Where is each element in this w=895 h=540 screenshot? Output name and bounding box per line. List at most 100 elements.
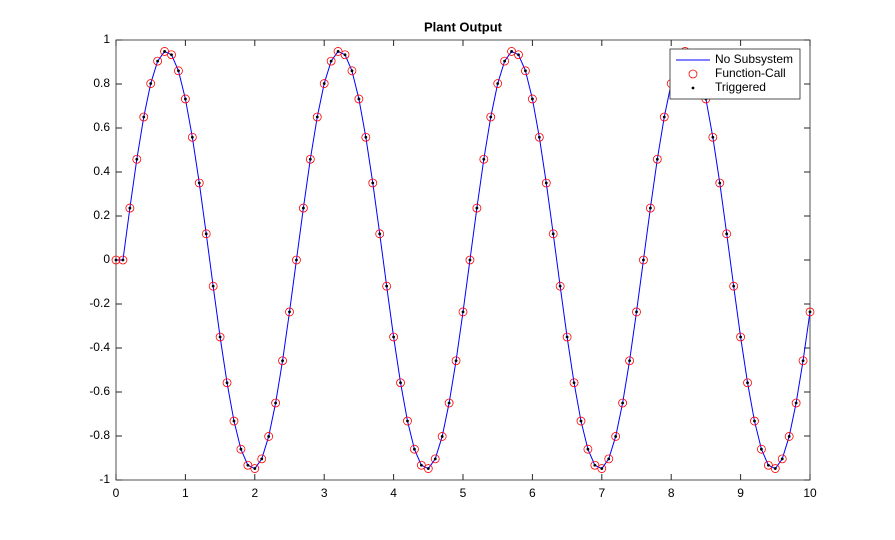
y-tick-label: -0.6: [89, 384, 110, 398]
circle-marker: [458, 307, 468, 317]
circle-marker: [555, 281, 565, 291]
circle-marker: [777, 454, 787, 464]
dot-marker: [447, 401, 451, 405]
circle-marker: [201, 229, 211, 239]
circle-marker: [708, 132, 718, 142]
circle-marker: [222, 378, 232, 388]
dot-marker: [114, 258, 118, 262]
circle-marker: [410, 444, 419, 454]
circle-marker: [729, 281, 739, 291]
y-tick-label: -0.4: [89, 340, 110, 354]
dot-marker: [746, 381, 749, 385]
dot-marker: [537, 135, 541, 139]
dot-marker: [413, 447, 416, 451]
dot-marker: [225, 381, 229, 385]
circle-marker: [333, 47, 343, 56]
dot-marker: [496, 82, 500, 85]
dot-marker: [364, 135, 368, 139]
circle-marker: [305, 154, 315, 164]
x-tick-label: 10: [803, 486, 817, 500]
dot-marker: [780, 457, 784, 461]
dot-marker: [621, 401, 625, 405]
dot-marker: [510, 50, 513, 53]
dot-marker: [135, 157, 139, 161]
circle-marker: [451, 356, 461, 366]
x-tick-label: 9: [737, 486, 744, 500]
circle-marker: [340, 50, 350, 60]
dot-marker: [440, 435, 444, 438]
circle-marker: [486, 112, 496, 122]
circle-marker: [118, 255, 128, 265]
dot-marker: [607, 457, 611, 461]
circle-marker: [652, 154, 662, 164]
circle-marker: [528, 94, 537, 104]
circle-marker: [715, 178, 725, 188]
circle-marker: [312, 112, 322, 122]
dot-marker: [336, 50, 340, 53]
x-tick-label: 2: [251, 486, 258, 500]
x-tick-label: 3: [321, 486, 328, 500]
dot-marker: [531, 97, 534, 101]
dot-marker: [308, 157, 312, 161]
x-tick-label: 7: [598, 486, 605, 500]
circle-marker: [569, 378, 579, 388]
circle-marker: [292, 255, 301, 265]
legend-marker: [691, 86, 695, 90]
dot-marker: [128, 206, 132, 210]
dot-marker: [579, 419, 583, 423]
dot-marker: [170, 53, 173, 57]
dot-marker: [572, 381, 576, 385]
dot-marker: [378, 232, 382, 236]
circle-marker: [645, 203, 655, 213]
circle-marker: [403, 416, 412, 426]
x-tick-label: 6: [529, 486, 536, 500]
dot-marker: [766, 463, 770, 467]
circle-marker: [194, 178, 204, 188]
dot-marker: [267, 435, 271, 438]
dot-marker: [433, 457, 437, 461]
circle-marker: [361, 132, 371, 142]
dot-marker: [628, 359, 631, 363]
circle-marker: [507, 47, 516, 56]
dot-marker: [808, 310, 812, 314]
circle-marker: [257, 454, 267, 464]
circle-marker: [153, 56, 163, 66]
dot-marker: [565, 335, 569, 339]
circle-marker: [264, 432, 274, 441]
circle-marker: [111, 255, 121, 265]
dot-marker: [648, 206, 652, 210]
circle-marker: [611, 432, 621, 441]
circle-marker: [514, 50, 523, 60]
plot-area: [115, 39, 811, 481]
circle-marker: [618, 398, 628, 408]
circle-marker: [326, 56, 336, 66]
circle-marker: [132, 154, 142, 164]
y-tick-label: 0.4: [93, 164, 110, 178]
dot-marker: [281, 359, 284, 363]
dot-marker: [544, 181, 548, 185]
circle-marker: [430, 454, 440, 464]
circle-marker: [770, 464, 780, 473]
dot-marker: [489, 115, 493, 119]
circle-marker: [250, 464, 260, 473]
circle-marker: [243, 460, 253, 470]
circle-marker: [444, 398, 454, 408]
dot-marker: [662, 115, 666, 119]
dot-marker: [419, 463, 423, 467]
circle-marker: [639, 255, 648, 265]
circle-marker: [382, 281, 392, 291]
dot-marker: [121, 258, 125, 262]
circle-marker: [229, 416, 239, 426]
dot-marker: [274, 401, 278, 405]
circle-marker: [423, 464, 433, 473]
circle-marker: [479, 154, 489, 164]
dot-marker: [357, 97, 361, 101]
dot-marker: [426, 467, 430, 470]
x-tick-label: 5: [460, 486, 467, 500]
dot-marker: [482, 157, 486, 161]
circle-marker: [208, 281, 218, 291]
legend-label: Triggered: [715, 80, 766, 94]
dot-marker: [149, 82, 153, 85]
